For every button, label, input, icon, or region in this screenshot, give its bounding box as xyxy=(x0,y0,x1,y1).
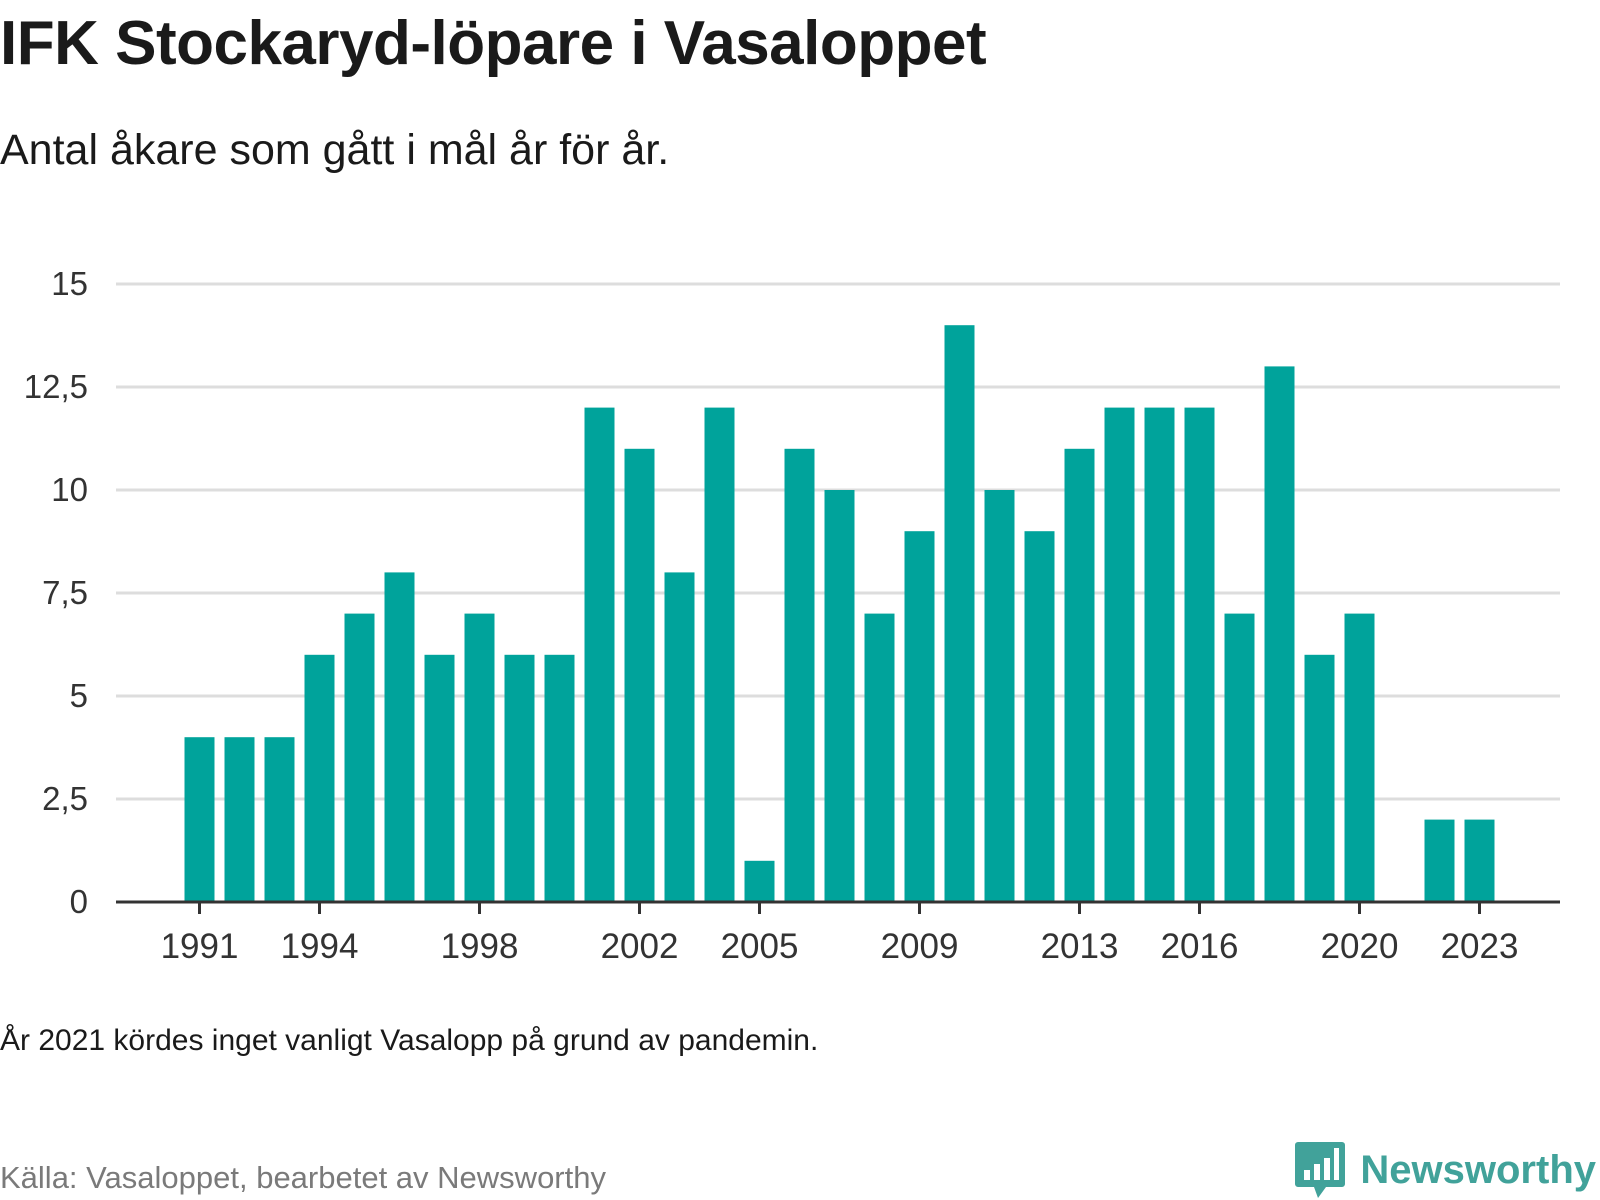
newsworthy-logo-icon xyxy=(1295,1142,1346,1198)
y-tick-label: 15 xyxy=(51,265,88,302)
bar-2001 xyxy=(584,407,615,902)
bar-1994 xyxy=(304,654,335,902)
bar-2015 xyxy=(1144,407,1175,902)
bar-2000 xyxy=(544,654,575,902)
bar-2018 xyxy=(1264,366,1295,902)
bar-2020 xyxy=(1344,613,1375,902)
bar-1998 xyxy=(464,613,495,902)
bars xyxy=(184,325,1495,902)
x-tick-label: 2005 xyxy=(721,927,799,966)
bar-1992 xyxy=(224,737,255,902)
y-tick-label: 5 xyxy=(70,677,88,714)
bar-2013 xyxy=(1064,448,1095,902)
bar-2003 xyxy=(664,572,695,902)
bar-1993 xyxy=(264,737,295,902)
bar-2005 xyxy=(744,860,775,902)
x-tick-label: 2016 xyxy=(1161,927,1239,966)
y-tick-label: 12,5 xyxy=(24,368,88,405)
bar-2022 xyxy=(1424,819,1455,902)
x-axis-labels: 1991 1994 1998 2002 2005 2009 2013 2016 2020 2023 xyxy=(161,927,1519,966)
x-tick-label: 1991 xyxy=(161,927,239,966)
bar-2004 xyxy=(704,407,735,902)
x-tick-label: 1998 xyxy=(441,927,519,966)
y-tick-label: 10 xyxy=(51,471,88,508)
y-tick-label: 2,5 xyxy=(42,780,88,817)
y-axis-labels: 0 2,5 5 7,5 10 12,5 15 xyxy=(24,265,88,920)
x-tick-label: 2009 xyxy=(881,927,959,966)
bar-1996 xyxy=(384,572,415,902)
x-axis xyxy=(116,900,1560,914)
bar-2006 xyxy=(784,448,815,902)
bar-2012 xyxy=(1024,531,1055,902)
bar-1991 xyxy=(184,737,215,902)
bar-2007 xyxy=(824,490,855,902)
bar-1999 xyxy=(504,654,535,902)
y-tick-label: 7,5 xyxy=(42,574,88,611)
chart-subtitle: Antal åkare som gått i mål år för år. xyxy=(0,126,670,174)
bar-2009 xyxy=(904,531,935,902)
bar-2023 xyxy=(1464,819,1495,902)
bar-2014 xyxy=(1104,407,1135,902)
bar-1997 xyxy=(424,654,455,902)
x-tick-label: 1994 xyxy=(281,927,359,966)
source-line: Källa: Vasaloppet, bearbetet av Newswort… xyxy=(0,1160,606,1195)
bar-2016 xyxy=(1184,407,1215,902)
x-tick-label: 2013 xyxy=(1041,927,1119,966)
brand-name: Newsworthy xyxy=(1360,1147,1596,1192)
bar-2010 xyxy=(944,325,975,902)
chart-title: IFK Stockaryd-löpare i Vasaloppet xyxy=(0,9,987,78)
x-tick-label: 2023 xyxy=(1441,927,1519,966)
x-tick-label: 2002 xyxy=(601,927,679,966)
bar-2011 xyxy=(984,490,1015,902)
bar-chart: 0 2,5 5 7,5 10 12,5 15 1991 1994 1998 2002 2005 200… xyxy=(24,265,1560,966)
bar-2002 xyxy=(624,448,655,902)
bar-1995 xyxy=(344,613,375,902)
bar-2017 xyxy=(1224,613,1255,902)
bar-2008 xyxy=(864,613,895,902)
y-tick-label: 0 xyxy=(70,883,88,920)
footnote: År 2021 kördes inget vanligt Vasalopp på… xyxy=(0,1024,819,1057)
brand-logo: Newsworthy xyxy=(1294,1140,1596,1200)
x-tick-label: 2020 xyxy=(1321,927,1399,966)
bar-2019 xyxy=(1304,654,1335,902)
